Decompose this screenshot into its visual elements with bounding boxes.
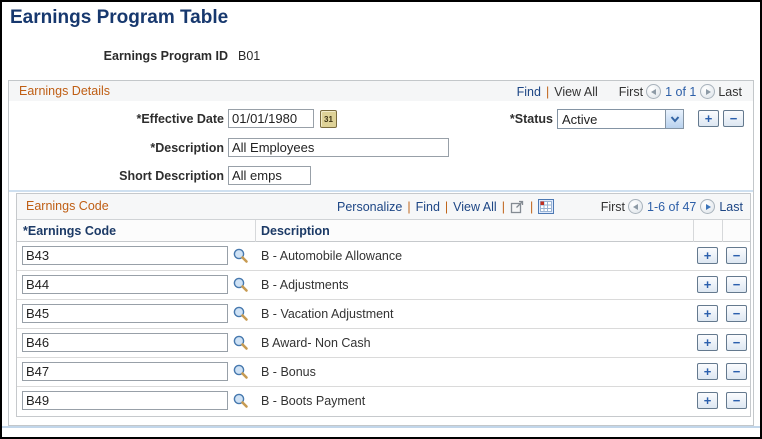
chevron-down-icon bbox=[665, 110, 683, 128]
table-row: B - Adjustments + − bbox=[17, 271, 750, 300]
arrow-right-icon bbox=[705, 88, 711, 95]
arrow-left-icon bbox=[632, 203, 638, 210]
row-delete-button[interactable]: − bbox=[726, 363, 747, 380]
row-delete-button[interactable]: − bbox=[726, 247, 747, 264]
row-description: B - Automobile Allowance bbox=[261, 249, 403, 263]
column-header-earnings-code: *Earnings Code bbox=[23, 224, 117, 238]
next-row-button[interactable] bbox=[700, 84, 716, 99]
arrow-left-icon bbox=[650, 88, 656, 95]
lookup-icon[interactable] bbox=[232, 305, 249, 322]
lookup-icon[interactable] bbox=[232, 247, 249, 264]
personalize-link[interactable]: Personalize bbox=[337, 199, 403, 214]
separator: | bbox=[444, 199, 449, 214]
lookup-icon[interactable] bbox=[232, 334, 249, 351]
first-label: First bbox=[618, 84, 644, 99]
last-label: Last bbox=[718, 84, 742, 99]
table-row: B - Boots Payment + − bbox=[17, 387, 750, 416]
earnings-details-navbar: Find | View All First 1 of 1 Last bbox=[517, 84, 745, 99]
row-delete-button[interactable]: − bbox=[726, 276, 747, 293]
earnings-code-input[interactable] bbox=[22, 275, 228, 294]
grid-toolbar: Personalize | Find | View All | | bbox=[337, 199, 555, 214]
earnings-code-input[interactable] bbox=[22, 333, 228, 352]
row-description: B - Vacation Adjustment bbox=[261, 307, 394, 321]
separator: | bbox=[407, 199, 411, 214]
view-all-link[interactable]: View All bbox=[453, 199, 497, 214]
next-page-button[interactable] bbox=[700, 199, 716, 214]
row-add-button[interactable]: + bbox=[697, 363, 718, 380]
delete-row-button[interactable]: − bbox=[723, 110, 744, 127]
earnings-details-section-title: Earnings Details bbox=[19, 84, 111, 98]
description-label: *Description bbox=[150, 141, 224, 155]
program-id-value: B01 bbox=[238, 49, 261, 63]
calendar-icon[interactable]: 31 bbox=[320, 110, 337, 128]
add-row-button[interactable]: + bbox=[698, 110, 719, 127]
calendar-icon-label: 31 bbox=[324, 114, 333, 124]
separator: | bbox=[529, 199, 534, 214]
table-row: B - Vacation Adjustment + − bbox=[17, 300, 750, 329]
grid-navbar: First 1-6 of 47 Last bbox=[598, 199, 743, 214]
program-id-label: Earnings Program ID bbox=[103, 49, 228, 63]
status-selected-value: Active bbox=[562, 111, 598, 127]
earnings-details-groupbox: Earnings Details Find | View All First 1… bbox=[8, 80, 754, 426]
row-add-button[interactable]: + bbox=[697, 276, 718, 293]
earnings-code-input[interactable] bbox=[22, 304, 228, 323]
first-label: First bbox=[600, 199, 626, 214]
row-description: B - Boots Payment bbox=[261, 394, 366, 408]
table-row: B - Automobile Allowance + − bbox=[17, 242, 750, 271]
table-row: B Award- Non Cash + − bbox=[17, 329, 750, 358]
row-add-button[interactable]: + bbox=[697, 247, 718, 264]
row-counter: 1 of 1 bbox=[665, 84, 697, 99]
description-input[interactable] bbox=[228, 138, 449, 157]
earnings-code-input[interactable] bbox=[22, 246, 228, 265]
short-description-input[interactable] bbox=[228, 166, 311, 185]
row-delete-button[interactable]: − bbox=[726, 305, 747, 322]
status-select[interactable]: Active bbox=[557, 109, 684, 129]
earnings-code-input[interactable] bbox=[22, 391, 228, 410]
earnings-code-input[interactable] bbox=[22, 362, 228, 381]
earnings-details-header: Earnings Details Find | View All First 1… bbox=[9, 81, 753, 101]
earnings-code-section-title: Earnings Code bbox=[26, 199, 109, 213]
arrow-right-icon bbox=[705, 203, 711, 210]
find-link[interactable]: Find bbox=[516, 84, 541, 99]
lookup-icon[interactable] bbox=[232, 363, 249, 380]
short-description-label: Short Description bbox=[119, 169, 224, 183]
find-link[interactable]: Find bbox=[415, 199, 440, 214]
row-range-counter: 1-6 of 47 bbox=[647, 199, 697, 214]
last-link[interactable]: Last bbox=[719, 199, 743, 214]
status-label: *Status bbox=[509, 112, 553, 126]
view-all-link[interactable]: View All bbox=[554, 84, 598, 99]
row-delete-button[interactable]: − bbox=[726, 334, 747, 351]
grid-column-header-row: *Earnings Code Description bbox=[17, 220, 750, 242]
zoom-grid-popup-icon[interactable] bbox=[510, 200, 525, 214]
lookup-icon[interactable] bbox=[232, 276, 249, 293]
earnings-code-grid-titlebar: Earnings Code Personalize | Find | View … bbox=[17, 194, 750, 220]
section-divider bbox=[9, 190, 753, 192]
previous-row-button[interactable] bbox=[646, 84, 662, 99]
page-bottom-edge bbox=[2, 426, 760, 428]
previous-page-button[interactable] bbox=[628, 199, 644, 214]
row-description: B Award- Non Cash bbox=[261, 336, 371, 350]
row-description: B - Bonus bbox=[261, 365, 316, 379]
row-add-button[interactable]: + bbox=[697, 334, 718, 351]
separator: | bbox=[545, 84, 550, 99]
row-add-button[interactable]: + bbox=[697, 392, 718, 409]
effective-date-label: *Effective Date bbox=[136, 112, 224, 126]
download-grid-icon[interactable] bbox=[538, 199, 555, 214]
effective-date-input[interactable] bbox=[228, 109, 314, 128]
row-add-button[interactable]: + bbox=[697, 305, 718, 322]
table-row: B - Bonus + − bbox=[17, 358, 750, 387]
separator: | bbox=[501, 199, 505, 214]
row-delete-button[interactable]: − bbox=[726, 392, 747, 409]
column-header-description: Description bbox=[261, 224, 330, 238]
page-title: Earnings Program Table bbox=[10, 7, 229, 28]
lookup-icon[interactable] bbox=[232, 392, 249, 409]
earnings-code-grid: Earnings Code Personalize | Find | View … bbox=[16, 193, 751, 417]
row-description: B - Adjustments bbox=[261, 278, 349, 292]
